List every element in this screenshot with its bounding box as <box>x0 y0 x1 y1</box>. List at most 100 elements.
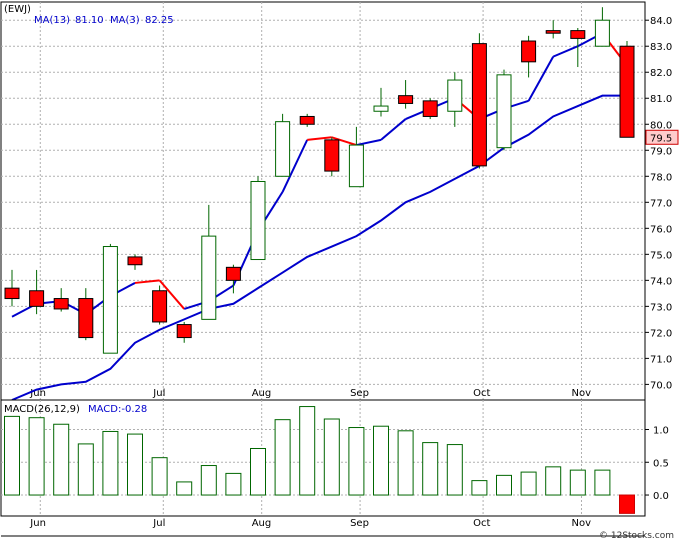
candle-body <box>127 256 143 266</box>
candle-body <box>176 324 192 339</box>
ma3-line-segment <box>527 56 555 102</box>
footer-credit: © 12Stocks.com <box>599 531 674 541</box>
price-tick-label: 73.0 <box>650 302 672 313</box>
x-tick-label: Oct <box>473 518 490 529</box>
price-tick-label: 76.0 <box>650 224 672 235</box>
macd-bar <box>471 480 488 496</box>
symbol-label: (EWJ) <box>4 4 31 15</box>
candle-body <box>422 100 438 117</box>
price-tick-label: 77.0 <box>650 198 672 209</box>
x-tick-label: Nov <box>571 388 591 399</box>
macd-tick-label: 0.0 <box>653 491 669 502</box>
ma3-line-segment <box>158 279 185 310</box>
macd-bar <box>446 444 463 496</box>
candle-body <box>201 235 217 320</box>
candle-body <box>521 40 537 63</box>
candle-body <box>373 105 389 112</box>
macd-bar <box>373 425 389 496</box>
price-tick-label: 82.0 <box>650 68 672 79</box>
macd-bar <box>569 469 586 496</box>
x-tick-label: Jun <box>29 388 46 399</box>
macd-tick-label: 1.0 <box>653 425 669 436</box>
price-tick-label: 70.0 <box>650 380 672 391</box>
macd-bar <box>200 465 217 496</box>
candle-body <box>447 79 463 112</box>
ma3-line-segment <box>552 45 579 58</box>
price-tick-label: 84.0 <box>650 16 672 27</box>
candle-body <box>324 139 340 172</box>
macd-bar <box>127 433 143 496</box>
last-price-label: 79.5 <box>650 133 672 144</box>
macd-plot-frame <box>0 399 646 517</box>
ma3-line-segment <box>307 136 332 141</box>
candle-body <box>545 30 561 34</box>
macd-bar <box>323 418 340 496</box>
macd-value-label: MACD:-0.28 <box>88 404 147 415</box>
ma3-line-segment <box>134 279 160 284</box>
candle-body <box>250 180 266 261</box>
candle-body <box>471 43 487 167</box>
macd-bar <box>77 443 94 496</box>
candle-body <box>619 45 635 138</box>
candle-body <box>570 30 586 39</box>
ma3-line-segment <box>331 136 357 147</box>
candle-body <box>275 121 291 177</box>
macd-bar <box>28 417 45 496</box>
macd-bar <box>496 474 512 496</box>
x-tick-label: Nov <box>571 518 591 529</box>
candle-body <box>102 246 118 354</box>
macd-bar <box>176 481 193 496</box>
x-tick-label: Jul <box>152 518 165 529</box>
candle-body <box>78 298 94 339</box>
ma13-line <box>11 94 627 401</box>
price-tick-label: 81.0 <box>650 94 672 105</box>
ma13-legend-label: MA(13) <box>34 15 70 26</box>
ma3-legend-value: 82.25 <box>145 15 174 26</box>
candle-body <box>594 19 610 47</box>
price-tick-label: 80.0 <box>650 120 672 131</box>
candle-body <box>225 266 241 281</box>
candle-body <box>152 290 168 323</box>
ma3-line-segment <box>356 138 382 147</box>
candle-body <box>398 95 414 104</box>
macd-bar <box>422 442 439 496</box>
price-plot-frame <box>0 1 646 401</box>
x-tick-label: Aug <box>252 388 272 399</box>
macd-bar <box>250 447 266 496</box>
ma3-line-segment <box>380 118 407 141</box>
macd-bar <box>545 466 562 496</box>
price-tick-label: 71.0 <box>650 354 672 365</box>
macd-bar <box>102 430 119 496</box>
x-tick-label: Sep <box>350 388 369 399</box>
price-tick-label: 79.0 <box>650 146 672 157</box>
macd-bar <box>274 419 291 496</box>
macd-bar <box>225 472 242 496</box>
ma3-line-segment <box>281 139 309 193</box>
macd-tick-label: 0.5 <box>653 458 669 469</box>
price-tick-label: 72.0 <box>650 328 672 339</box>
price-tick-label: 83.0 <box>650 42 672 53</box>
x-tick-label: Jul <box>152 388 165 399</box>
macd-bar <box>53 423 70 496</box>
price-panel: 70.0 71.0 72.0 73.0 74.0 75.0 76.0 77.0 78.0 79.0… <box>0 1 679 516</box>
macd-bar <box>151 457 168 496</box>
macd-bar <box>619 494 635 514</box>
ma3-legend-label: MA(3) <box>110 15 140 26</box>
macd-bar <box>4 415 20 496</box>
candle-body <box>53 298 69 310</box>
macd-title-label: MACD(26,12,9) <box>4 404 80 415</box>
macd-bar <box>299 406 316 496</box>
macd-bar <box>520 471 537 496</box>
ma13-legend-value: 81.10 <box>75 15 104 26</box>
candle-body <box>4 287 20 300</box>
price-tick-label: 74.0 <box>650 276 672 287</box>
last-price-tag <box>645 129 679 145</box>
macd-bar <box>594 469 611 496</box>
macd-bar <box>397 430 414 496</box>
price-tick-label: 78.0 <box>650 172 672 183</box>
candle-body <box>299 115 315 125</box>
x-tick-label: Sep <box>350 518 369 529</box>
macd-panel: 0.0 0.5 1.0 Jun Jul Aug Sep Oct Nov <box>0 399 669 537</box>
candle-body <box>348 144 364 188</box>
